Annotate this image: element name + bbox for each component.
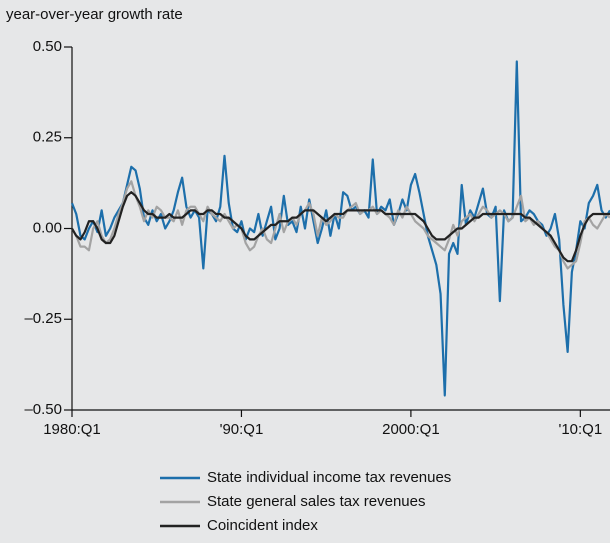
series-line — [71, 180, 610, 270]
y-tick-label: 0.25 — [33, 129, 62, 146]
x-tick-label: 1980:Q1 — [43, 421, 101, 438]
y-tick-label: 0.00 — [33, 219, 62, 236]
y-tick-label: –0.25 — [24, 310, 62, 327]
x-tick-label: '90:Q1 — [220, 421, 264, 438]
series-line — [70, 60, 610, 397]
y-tick-label: 0.50 — [33, 38, 62, 55]
legend-label: State individual income tax revenues — [207, 469, 451, 486]
y-tick-label: –0.50 — [24, 401, 62, 418]
series-line — [71, 191, 610, 263]
y-axis-label: year-over-year growth rate — [6, 6, 183, 23]
legend-label: Coincident index — [207, 517, 318, 534]
x-tick-label: '10:Q1 — [558, 421, 602, 438]
x-tick-label: 2000:Q1 — [382, 421, 440, 438]
legend-label: State general sales tax revenues — [207, 493, 425, 510]
